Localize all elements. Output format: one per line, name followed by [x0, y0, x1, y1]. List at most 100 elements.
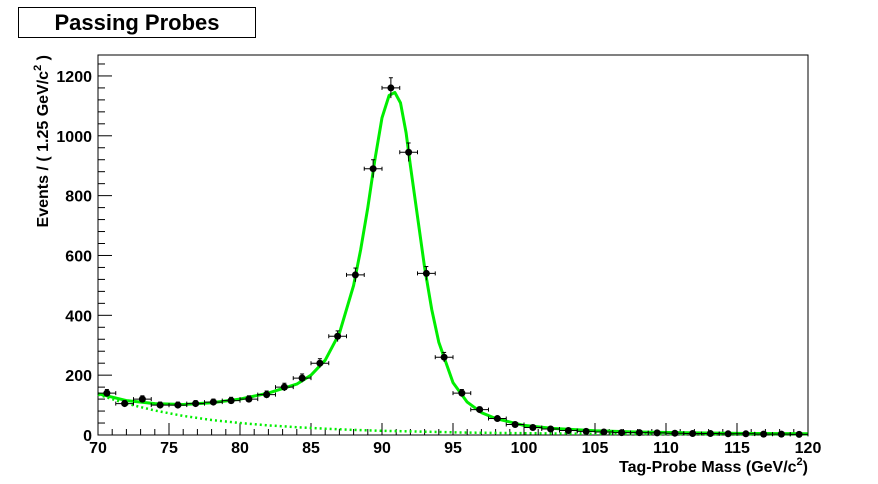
data-marker — [671, 429, 679, 437]
data-points — [97, 77, 809, 438]
data-point — [328, 330, 347, 342]
y-tick-label: 200 — [65, 368, 92, 385]
y-axis-label-sup: 2 — [32, 65, 44, 71]
data-marker — [653, 429, 661, 437]
data-marker — [476, 406, 484, 414]
data-marker — [316, 359, 324, 367]
data-marker — [387, 84, 395, 92]
data-marker — [795, 430, 803, 438]
data-point — [434, 351, 454, 362]
data-point — [115, 400, 134, 408]
data-point — [505, 421, 525, 429]
x-axis-label-sup: 2 — [797, 456, 803, 468]
data-marker — [582, 427, 590, 435]
chart-title: Passing Probes — [18, 7, 256, 38]
x-tick-label: 80 — [231, 440, 249, 457]
data-point — [150, 401, 170, 409]
data-point — [310, 358, 330, 368]
data-marker — [511, 421, 519, 429]
data-point — [523, 424, 543, 432]
x-tick-label: 95 — [444, 440, 462, 457]
data-point — [488, 415, 507, 423]
data-point — [363, 159, 383, 178]
data-point — [736, 430, 756, 438]
data-marker — [245, 395, 253, 403]
fit-curves — [97, 90, 809, 436]
data-marker — [121, 400, 129, 408]
data-point — [665, 429, 685, 437]
data-point — [683, 430, 702, 438]
data-marker — [493, 415, 501, 423]
data-marker — [689, 430, 697, 438]
data-marker — [706, 430, 714, 438]
x-tick-label: 115 — [724, 440, 750, 457]
data-point — [559, 427, 578, 435]
x-tick-label: 110 — [653, 440, 679, 457]
data-point — [292, 373, 312, 383]
data-point — [470, 406, 489, 414]
data-point — [718, 430, 738, 438]
x-tick-label: 120 — [795, 440, 822, 457]
x-axis-label: Tag-Probe Mass (GeV/c2) — [619, 456, 808, 476]
x-tick-label: 90 — [373, 440, 391, 457]
data-point — [701, 430, 720, 438]
data-marker — [547, 425, 555, 433]
data-point — [186, 400, 205, 408]
x-tick-label: 100 — [511, 440, 538, 457]
data-point — [257, 390, 276, 399]
y-tick-label: 600 — [65, 248, 92, 265]
data-marker — [760, 430, 768, 438]
data-marker — [156, 401, 164, 409]
x-tick-label: 70 — [89, 440, 107, 457]
x-axis-label-close: ) — [803, 459, 808, 476]
data-marker — [529, 424, 537, 432]
y-axis-label: Events / ( 1.25 GeV/c2 ) — [32, 55, 52, 227]
data-point — [789, 430, 809, 438]
data-point — [772, 430, 791, 438]
data-point — [576, 427, 596, 435]
data-point — [399, 142, 418, 162]
data-point — [97, 389, 117, 397]
data-marker — [618, 429, 626, 437]
data-marker — [742, 430, 750, 438]
data-marker — [192, 400, 200, 408]
y-tick-label: 0 — [83, 428, 92, 445]
y-tick-label: 800 — [65, 189, 92, 206]
data-marker — [138, 395, 146, 403]
data-marker — [209, 398, 217, 406]
x-tick-label: 75 — [160, 440, 178, 457]
data-marker — [422, 269, 430, 277]
data-marker — [280, 383, 288, 391]
data-marker — [263, 391, 271, 399]
data-point — [204, 398, 223, 406]
data-point — [133, 395, 152, 403]
x-axis-label-text: Tag-Probe Mass (GeV/c — [619, 459, 797, 476]
plot-frame — [97, 54, 809, 436]
data-marker — [334, 332, 342, 340]
data-point — [417, 266, 436, 281]
data-point — [346, 267, 365, 282]
data-marker — [777, 430, 785, 438]
data-marker — [227, 397, 235, 405]
data-marker — [458, 389, 466, 397]
fit-total-curve — [97, 90, 809, 436]
x-tick-label: 85 — [302, 440, 320, 457]
data-marker — [564, 427, 572, 435]
data-point — [239, 395, 259, 403]
data-point — [754, 430, 773, 438]
data-marker — [103, 389, 111, 397]
data-marker — [174, 401, 182, 409]
data-point — [381, 77, 401, 99]
axes: 70 75 80 85 90 95 100 105 110 115 1200200400600800… — [56, 63, 822, 457]
y-axis-label-text: Events / ( 1.25 GeV/c — [35, 71, 52, 228]
data-point — [541, 425, 560, 433]
y-axis-label-close: ) — [35, 55, 52, 65]
data-marker — [405, 148, 413, 156]
data-marker — [724, 430, 732, 438]
y-tick-label: 1200 — [56, 69, 92, 86]
x-tick-label: 105 — [582, 440, 609, 457]
data-point — [168, 401, 188, 409]
data-marker — [351, 271, 359, 279]
data-marker — [369, 165, 377, 173]
